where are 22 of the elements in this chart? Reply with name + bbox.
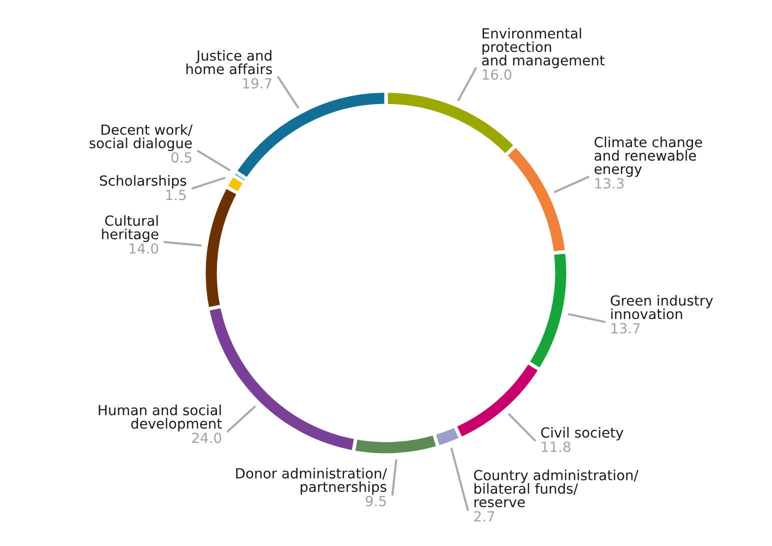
slice-label: Justice and home affairs xyxy=(186,50,272,74)
data-label: 0.5 xyxy=(171,152,192,163)
slice-label: Decent work/ social dialogue xyxy=(90,124,193,152)
slice-label: Civil society xyxy=(541,426,624,440)
data-label: 11.8 xyxy=(542,442,570,452)
data-label: 9.5 xyxy=(366,496,386,506)
data-label: 16.0 xyxy=(482,69,512,80)
data-label: 1.5 xyxy=(166,190,186,200)
data-label: 14.0 xyxy=(130,243,158,254)
slice-label: Country administration/ bilateral funds/ reserve xyxy=(474,470,638,508)
slice-label: Green industry innovation xyxy=(610,294,713,320)
slice-label: Cultural heritage xyxy=(102,215,158,242)
slice-label: Donor administration/ partnerships xyxy=(236,468,387,495)
data-label: 19.7 xyxy=(243,78,272,89)
slice-label: Climate change and renewable energy xyxy=(594,136,702,177)
slice-label: Human and social development xyxy=(98,404,222,432)
slice-label: Scholarships xyxy=(100,175,186,189)
data-label: 2.7 xyxy=(474,511,494,522)
data-label: 13.3 xyxy=(595,178,624,189)
data-label: 13.7 xyxy=(611,323,640,334)
slice-label: Environmental protection and management xyxy=(482,28,605,68)
data-label: 24.0 xyxy=(192,432,222,444)
